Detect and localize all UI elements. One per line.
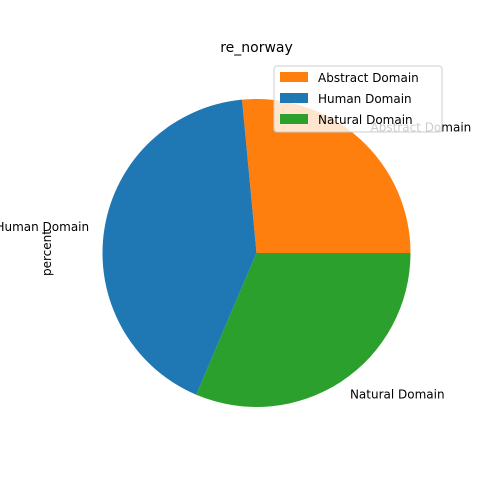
pie-slice-human-domain [102, 99, 257, 395]
legend-entries: Abstract Domain Human Domain Natural Domai… [280, 71, 419, 127]
legend-label-human-domain: Human Domain [318, 92, 412, 106]
legend: Abstract Domain Human Domain Natural Domai… [273, 65, 443, 133]
slice-label-human-domain: Human Domain [0, 220, 89, 234]
legend-label-natural-domain: Natural Domain [318, 113, 413, 127]
pie-slice-natural-domain [196, 253, 411, 407]
legend-swatch-natural-domain [280, 114, 308, 124]
y-axis-label: percent [40, 230, 54, 276]
chart-title: re_norway [220, 40, 293, 56]
legend-swatch-human-domain [280, 93, 308, 103]
slice-label-natural-domain: Natural Domain [350, 387, 445, 401]
legend-swatch-abstract-domain [280, 72, 308, 82]
pie-slices [102, 99, 411, 407]
legend-label-abstract-domain: Abstract Domain [318, 71, 419, 85]
legend-frame [273, 65, 443, 133]
pie-slice-abstract-domain [242, 99, 411, 254]
